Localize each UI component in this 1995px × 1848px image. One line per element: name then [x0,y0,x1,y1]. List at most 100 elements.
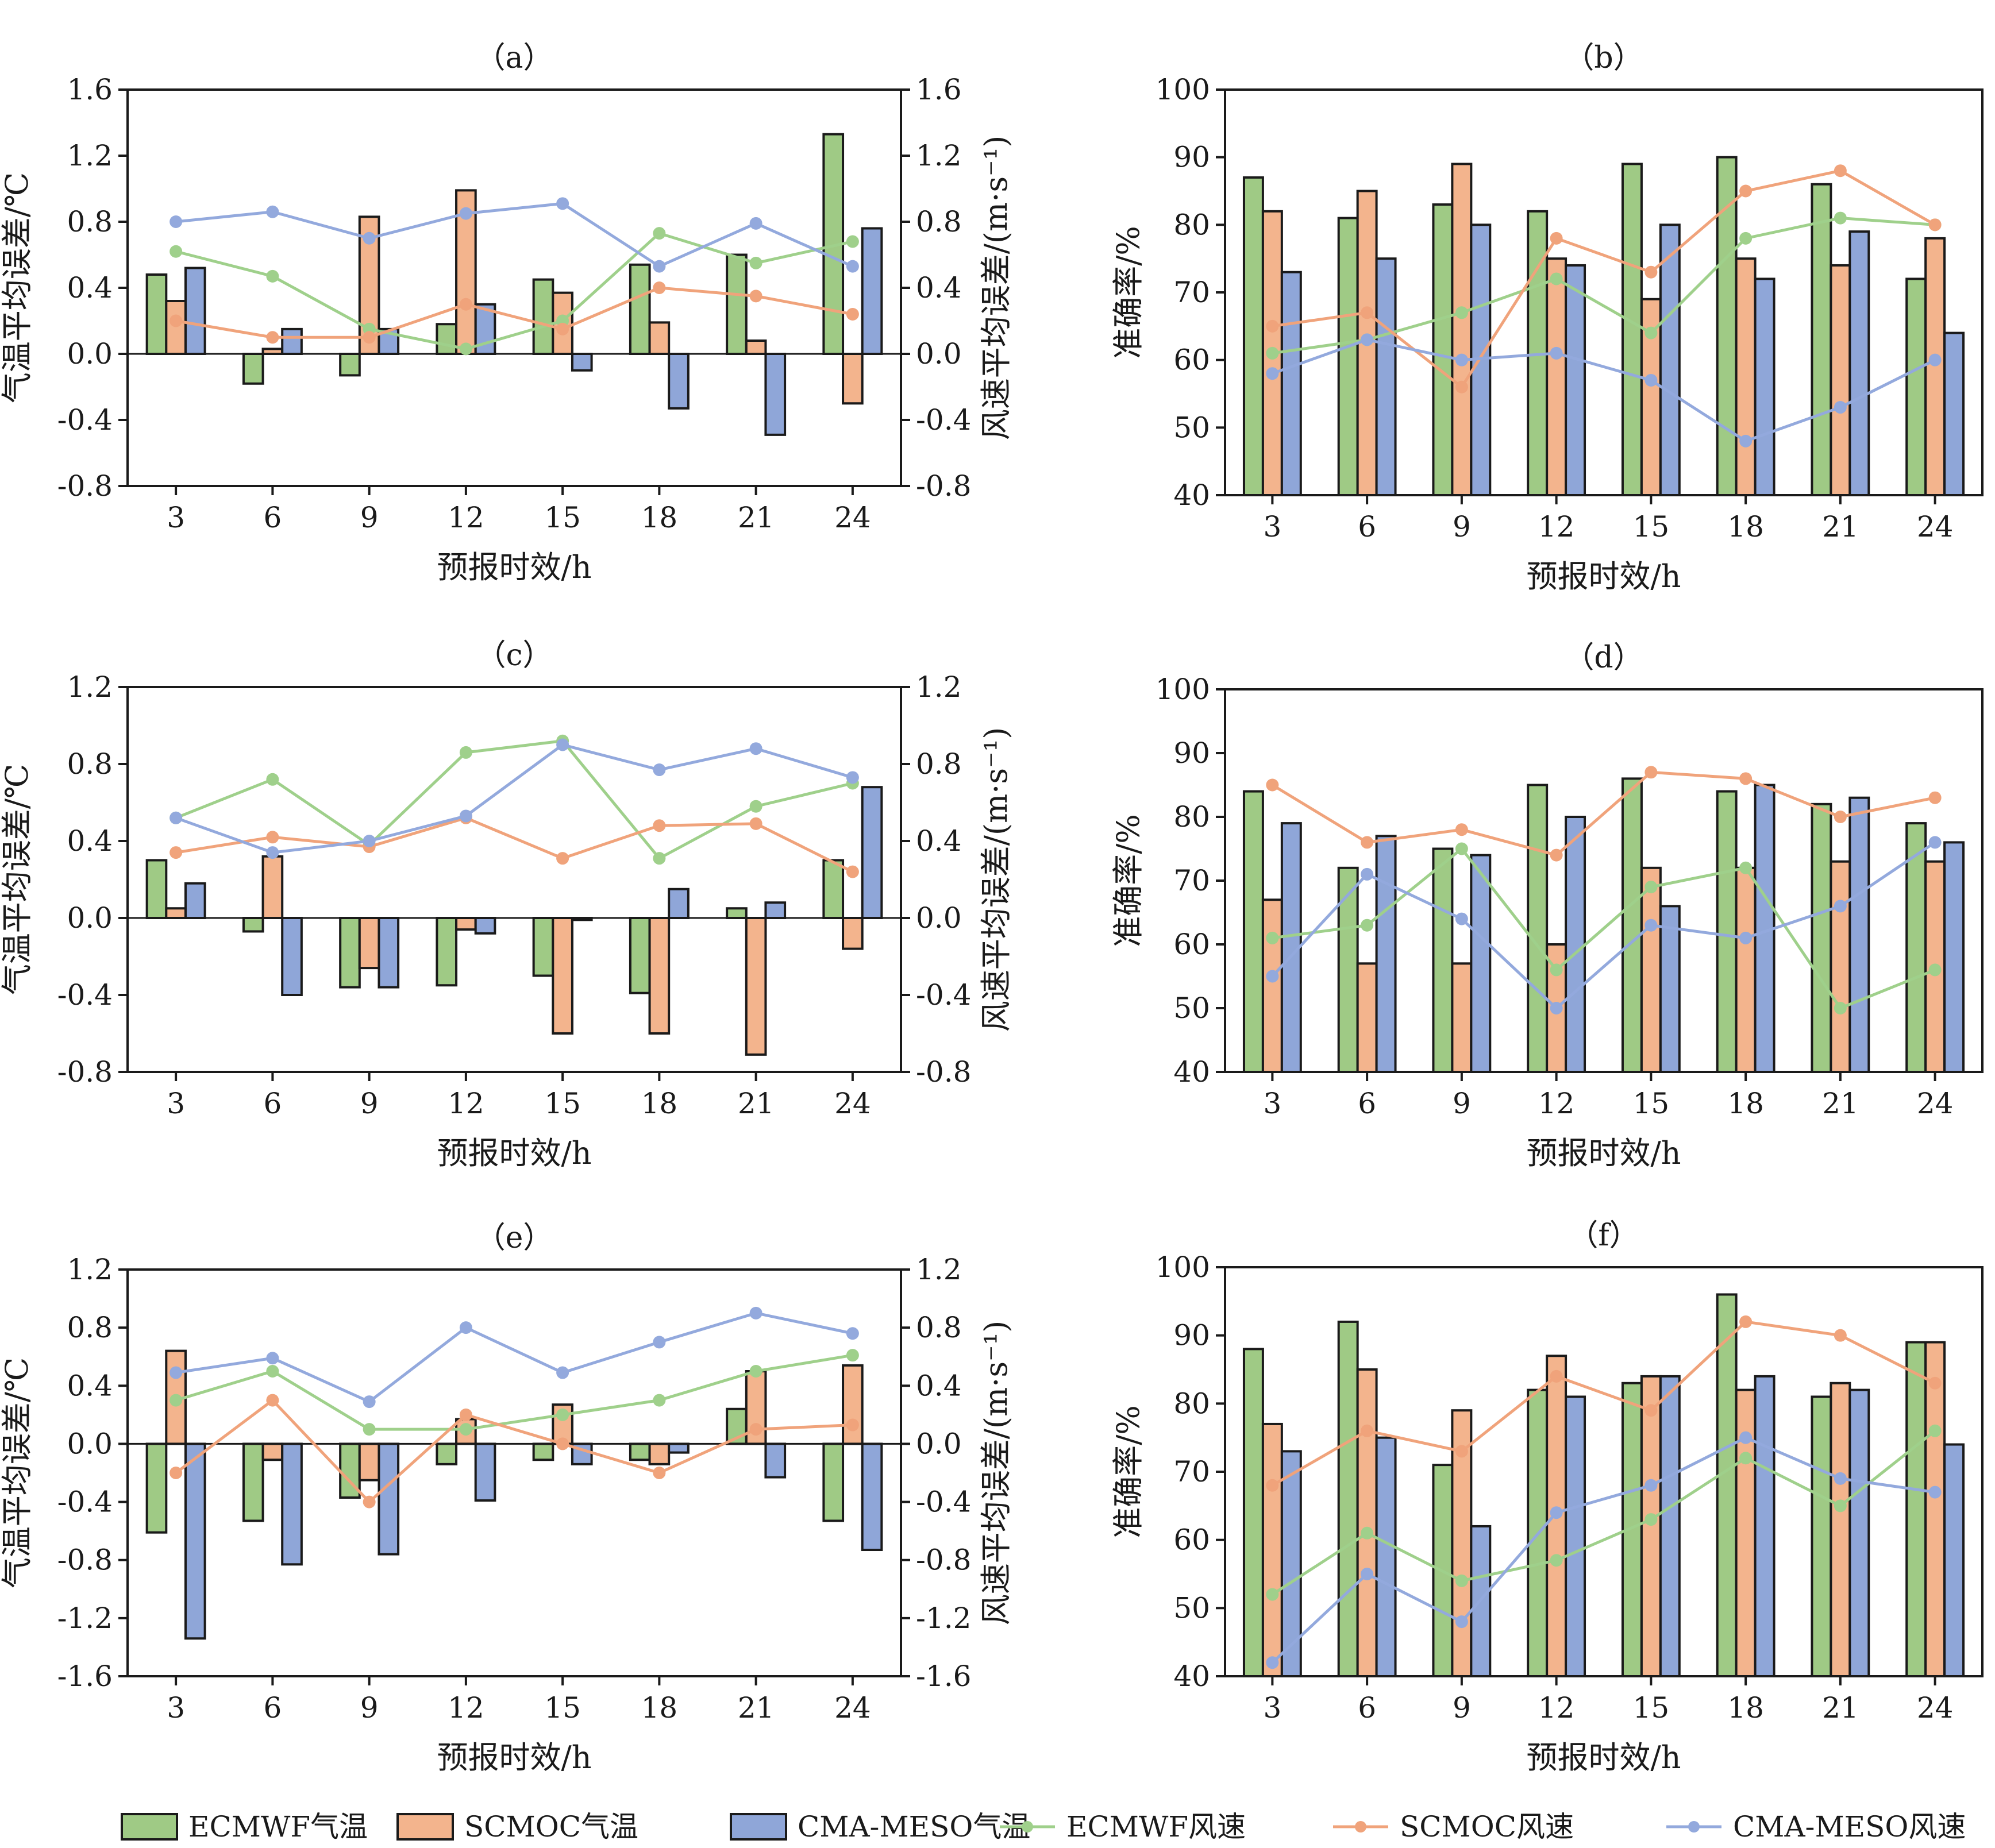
point-cma-12 [459,207,472,220]
point-cma-24 [1928,1486,1942,1499]
x-tick-label: 24 [834,501,871,534]
y-tick-label: 0.8 [67,205,113,238]
y-tick-label: 100 [1156,673,1210,706]
bar-ecmwf-9 [339,353,361,377]
line-scmoc [1272,1320,1936,1487]
point-ecmwf-12 [1550,272,1563,286]
point-ecmwf-12 [1550,1554,1563,1567]
bar-ecmwf-6 [1337,217,1359,496]
y-tick-label: 50 [1173,411,1210,444]
bar-ecmwf-15 [532,917,554,977]
x-tick-label: 6 [263,501,282,534]
point-scmoc-12 [1550,848,1563,862]
bar-ecmwf-18 [1716,1293,1738,1677]
point-cma-12 [1550,346,1563,360]
point-cma-18 [653,763,666,777]
x-tick-label: 9 [1453,1087,1471,1120]
x-tick-label: 24 [1917,510,1954,543]
point-cma-6 [1361,1568,1374,1580]
x-tick-label: 3 [1263,1691,1281,1724]
bar-scmoc-15 [552,917,573,1035]
x-tick-label: 12 [448,501,484,534]
point-scmoc-18 [1739,772,1753,785]
y-tick-label: -0.4 [57,978,113,1012]
bar-ecmwf-9 [339,917,361,989]
bar-ecmwf-15 [1621,777,1643,1074]
bar-ecmwf-12 [436,917,458,987]
bar-cma-12 [474,1442,496,1502]
panel-label: （d） [1564,641,1643,675]
x-tick-label: 12 [1538,1691,1575,1724]
point-cma-6 [266,846,279,859]
point-scmoc-18 [653,1467,666,1479]
point-cma-3 [1266,970,1279,983]
x-tick-label: 9 [1453,510,1471,543]
y2-tick-label: -1.2 [916,1602,971,1635]
bar-ecmwf-9 [1432,847,1454,1073]
bar-scmoc-21 [745,339,767,355]
point-ecmwf-21 [1834,1002,1847,1014]
x-tick-label: 21 [1822,510,1859,543]
point-scmoc-15 [556,852,569,865]
bar-scmoc-18 [648,321,671,355]
bar-cma-18 [668,1442,690,1454]
bar-scmoc-15 [1640,866,1662,1074]
point-cma-3 [170,215,183,228]
bar-scmoc-6 [1356,962,1378,1074]
y-tick-label: 90 [1173,736,1210,770]
y-axis-title: 气温平均误差/℃ [0,172,35,404]
point-cma-21 [1834,900,1847,913]
point-scmoc-15 [1644,265,1658,279]
y2-tick-label: -0.4 [916,978,971,1012]
point-scmoc-9 [363,331,376,344]
bar-scmoc-15 [1640,1375,1662,1678]
point-scmoc-18 [653,281,666,294]
bar-cma-18 [1754,1375,1776,1678]
point-ecmwf-18 [653,227,666,240]
chart-panel-c: （c） -0.8 -0.4 0.0 0.4 0.8 1.2 -0.8 -0.4 0.0 0.4 0.8… [0,638,1014,1171]
point-ecmwf-21 [1834,211,1847,225]
y2-tick-label: -0.4 [916,1486,971,1519]
x-tick-label: 6 [1358,510,1376,543]
x-tick-label: 15 [544,1691,581,1724]
y-tick-label: 70 [1173,276,1210,309]
y-tick-label: 1.2 [67,139,113,172]
bar-cma-9 [378,917,400,989]
x-tick-label: 24 [834,1087,871,1120]
point-cma-12 [459,1321,472,1334]
y2-tick-label: 1.6 [916,73,962,106]
point-ecmwf-15 [1644,881,1658,894]
point-scmoc-3 [170,314,183,327]
point-ecmwf-12 [1550,963,1563,977]
x-tick-label: 24 [1917,1087,1954,1120]
point-ecmwf-3 [170,1394,183,1407]
point-ecmwf-24 [846,1349,859,1362]
bar-cma-21 [764,901,787,919]
bar-scmoc-9 [1451,962,1473,1074]
x-tick-label: 3 [167,1691,185,1724]
y-tick-label: 60 [1173,1523,1210,1557]
y-tick-label: 1.2 [67,670,113,704]
point-ecmwf-18 [653,1394,666,1407]
point-cma-18 [1739,931,1753,944]
bar-cma-15 [1659,905,1681,1074]
point-cma-15 [1644,373,1658,387]
bar-cma-21 [1848,1388,1870,1678]
x-tick-label: 9 [360,501,379,534]
point-cma-21 [749,1306,762,1320]
legend-label: SCMOC风速 [1400,1810,1574,1843]
y-tick-label: 50 [1173,991,1210,1025]
point-scmoc-24 [1928,218,1942,232]
x-tick-label: 18 [641,1087,678,1120]
point-ecmwf-12 [459,746,472,759]
bar-cma-18 [668,888,690,919]
x-tick-label: 18 [1727,510,1764,543]
y-axis-title: 准确率/% [1110,226,1146,359]
point-cma-15 [556,197,569,210]
y2-axis-title: 风速平均误差/(m·s⁻¹) [978,136,1014,441]
y-tick-label: 100 [1156,1251,1210,1284]
x-tick-label: 3 [1263,510,1281,543]
point-cma-21 [1834,401,1847,414]
point-cma-21 [749,217,762,230]
